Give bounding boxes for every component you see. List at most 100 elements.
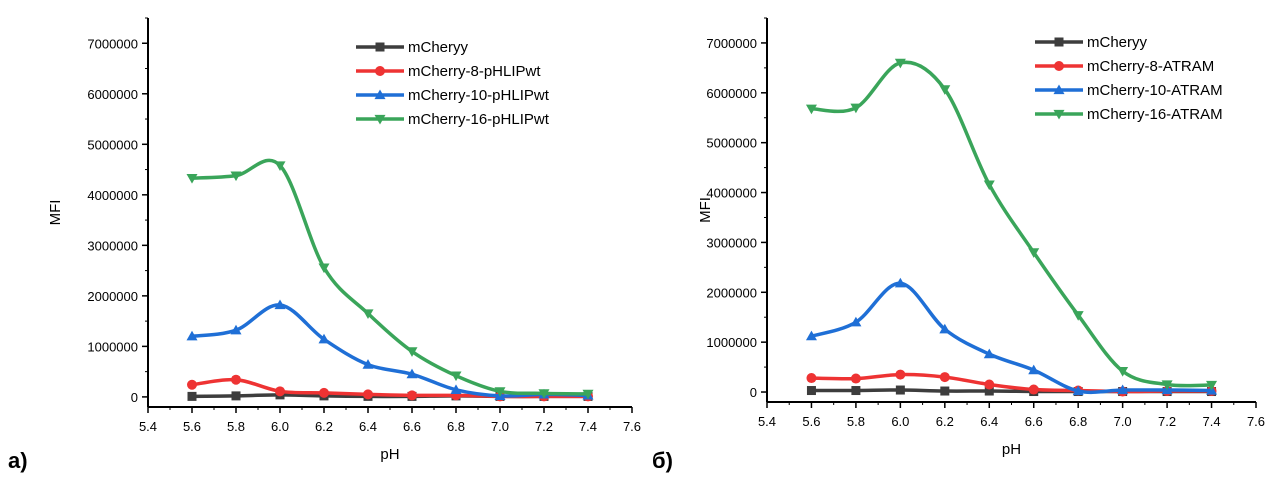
legend-marker xyxy=(375,66,385,76)
data-point xyxy=(983,180,995,191)
y-axis-title: MFI xyxy=(47,200,64,226)
data-point xyxy=(1161,380,1173,391)
x-tick-label: 6.0 xyxy=(271,419,289,434)
panel-label-a: а) xyxy=(8,448,28,473)
legend-label: mCherry-16-pHLIPwt xyxy=(408,111,550,128)
legend-marker xyxy=(1053,109,1065,120)
series-line xyxy=(190,303,590,398)
data-point xyxy=(895,369,906,380)
data-point xyxy=(895,385,905,395)
data-point xyxy=(1072,311,1084,321)
data-point xyxy=(187,391,197,401)
x-tick-label: 7.0 xyxy=(491,419,509,434)
y-tick-label: 3000000 xyxy=(87,238,138,253)
chart-panel-a: 5.4 5.6 5.8 6.0 6.2 6.4 6.6 6.8 7.0 7.2 7.4 7.6 0 100… xyxy=(47,17,641,463)
data-point xyxy=(851,386,861,396)
legend-label: mCherry-10-ATRAM xyxy=(1087,82,1223,99)
x-tick-label: 7.0 xyxy=(1114,414,1132,429)
data-point xyxy=(984,386,994,396)
data-point xyxy=(894,58,906,69)
data-point xyxy=(939,323,951,334)
y-tick-label: 0 xyxy=(131,390,138,405)
data-point xyxy=(1028,384,1039,395)
y-tick-label: 5000000 xyxy=(706,136,757,151)
series-line xyxy=(809,60,1214,388)
x-tick-label: 5.6 xyxy=(802,414,820,429)
legend-label: mCherry-8-ATRAM xyxy=(1087,58,1214,75)
x-tick-label: 6.2 xyxy=(936,414,954,429)
x-tick-label: 5.8 xyxy=(227,419,245,434)
x-tick-label: 7.2 xyxy=(535,419,553,434)
legend-label: mCherry-8-pHLIPwt xyxy=(408,63,541,80)
data-point xyxy=(1117,366,1129,377)
data-point xyxy=(406,347,418,357)
data-point xyxy=(983,348,995,359)
data-point xyxy=(230,324,242,335)
x-axis-title: pH xyxy=(380,446,399,463)
series-3 xyxy=(186,299,594,401)
data-point xyxy=(940,386,950,396)
x-tick-label: 6.6 xyxy=(403,419,421,434)
data-point xyxy=(939,85,951,95)
series-4 xyxy=(186,158,594,400)
data-point xyxy=(450,384,462,394)
data-point xyxy=(1072,385,1084,396)
legend-label: mCherry-10-pHLIPwt xyxy=(408,87,550,104)
data-point xyxy=(1028,364,1040,375)
data-point xyxy=(582,389,594,400)
data-point xyxy=(186,330,198,341)
data-point xyxy=(274,299,286,310)
x-tick-label: 6.0 xyxy=(891,414,909,429)
legend-item: mCherry-16-ATRAM xyxy=(1035,106,1223,123)
series-line xyxy=(190,158,590,396)
y-tick-label: 7000000 xyxy=(706,36,757,51)
legend-marker xyxy=(375,42,385,52)
x-tick-label: 6.4 xyxy=(359,419,377,434)
legend-label: mCherry-16-ATRAM xyxy=(1087,106,1223,123)
legend-item: mCherry-10-pHLIPwt xyxy=(356,87,550,104)
legend-marker xyxy=(374,114,386,125)
legend-item: mCherry-10-ATRAM xyxy=(1035,82,1223,99)
data-point xyxy=(362,359,374,369)
x-tick-label: 5.4 xyxy=(139,419,157,434)
legend-marker xyxy=(1054,61,1064,71)
data-point xyxy=(1117,384,1129,395)
x-tick-label: 6.6 xyxy=(1025,414,1043,429)
data-point xyxy=(318,333,330,344)
y-tick-label: 5000000 xyxy=(87,137,138,152)
data-point xyxy=(450,371,462,382)
data-point xyxy=(187,379,197,390)
y-tick-label: 2000000 xyxy=(87,289,138,304)
data-point xyxy=(231,391,241,401)
y-tick-label: 7000000 xyxy=(87,36,138,51)
data-point xyxy=(319,387,329,398)
data-point xyxy=(1028,248,1040,258)
legend-marker xyxy=(1053,84,1065,95)
legend-label: mCheryy xyxy=(1087,34,1148,51)
x-tick-label: 5.6 xyxy=(183,419,201,434)
legend-marker xyxy=(1054,37,1064,47)
data-point xyxy=(231,374,241,385)
legend-marker xyxy=(374,89,386,100)
data-point xyxy=(186,174,198,184)
series-4 xyxy=(805,58,1218,391)
x-tick-label: 7.6 xyxy=(623,419,641,434)
legend-item: mCherry-16-pHLIPwt xyxy=(356,111,550,128)
x-tick-label: 6.2 xyxy=(315,419,333,434)
x-tick-label: 6.8 xyxy=(1069,414,1087,429)
data-point xyxy=(275,386,285,397)
data-point xyxy=(230,171,242,182)
y-tick-label: 3000000 xyxy=(706,235,757,250)
data-point xyxy=(984,379,995,390)
data-point xyxy=(894,277,906,288)
data-point xyxy=(318,263,330,274)
x-tick-label: 6.4 xyxy=(980,414,998,429)
x-tick-label: 7.4 xyxy=(1203,414,1221,429)
x-tick-label: 7.4 xyxy=(579,419,597,434)
data-point xyxy=(1206,380,1218,391)
x-tick-label: 7.6 xyxy=(1247,414,1265,429)
y-tick-label: 6000000 xyxy=(87,87,138,102)
data-point xyxy=(274,161,286,172)
data-point xyxy=(494,387,506,397)
